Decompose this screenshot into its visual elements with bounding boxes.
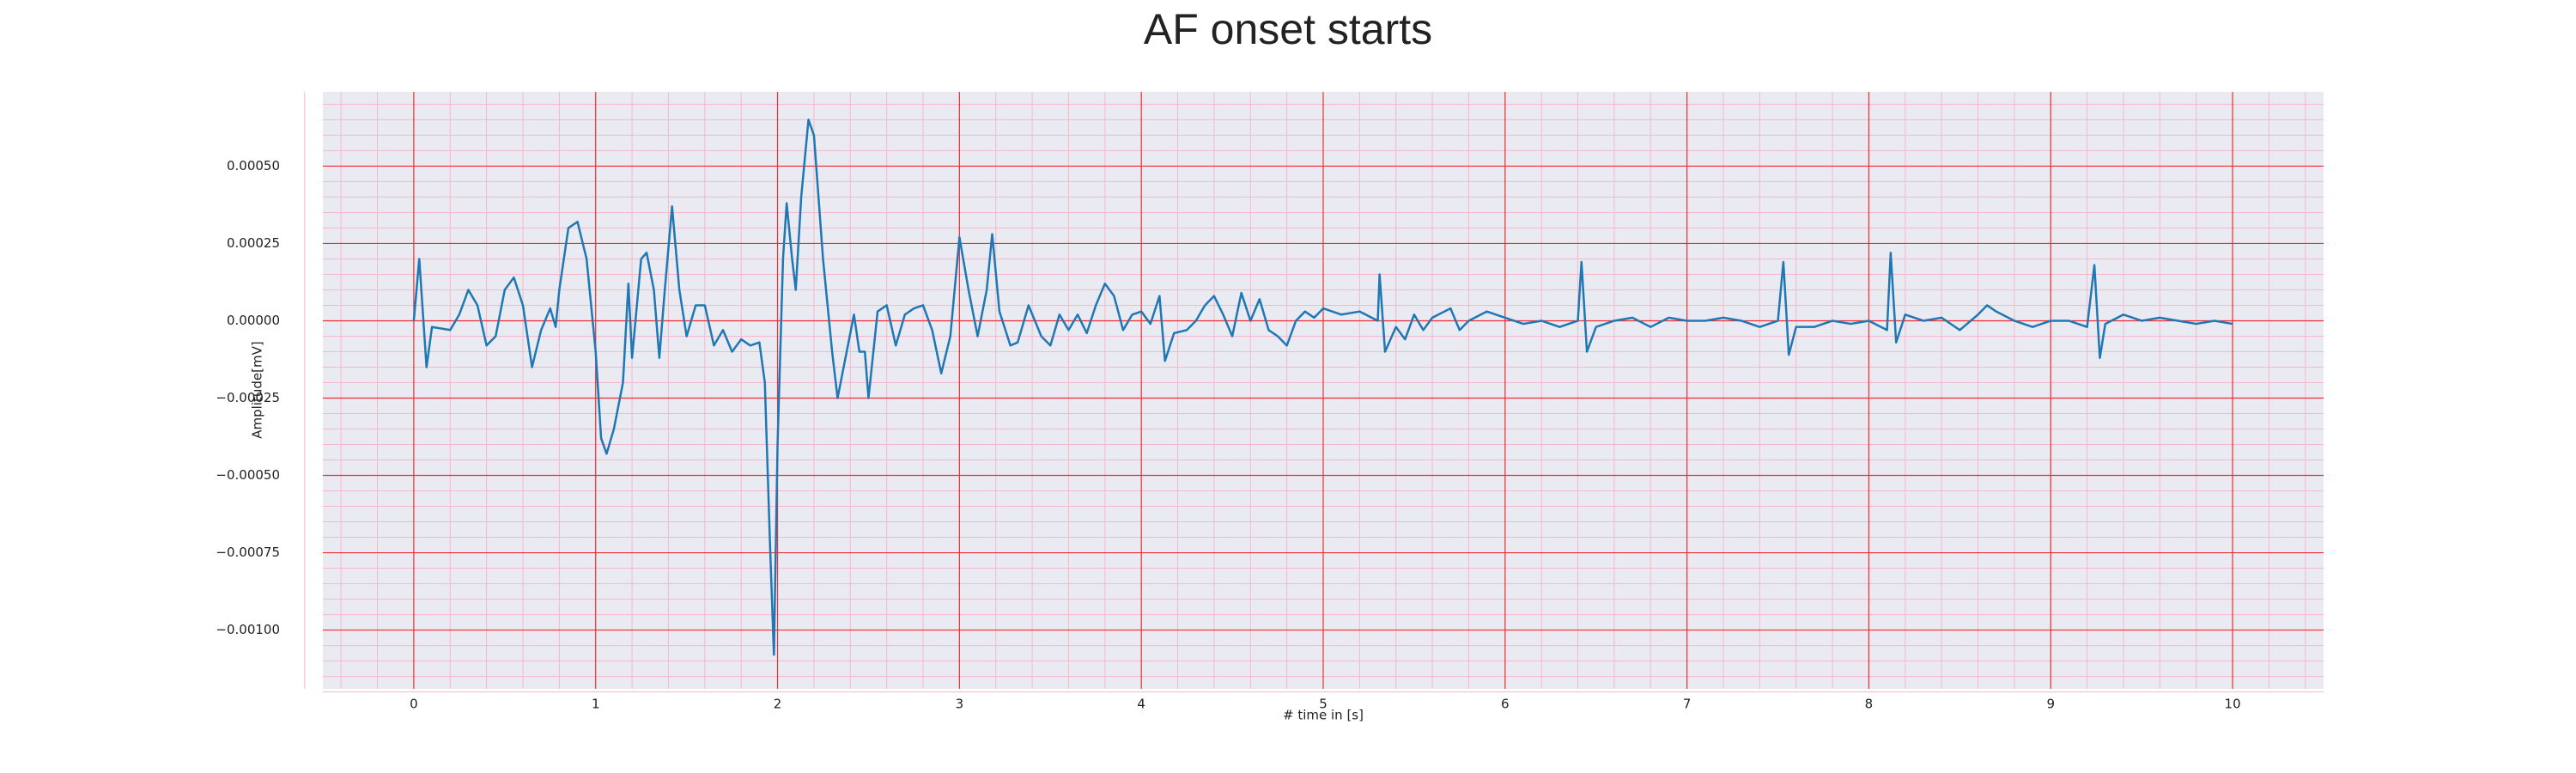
x-tick-label: 6 [1501,697,1510,712]
x-tick-label: 8 [1865,697,1874,712]
y-tick-label: 0.00000 [227,313,280,328]
x-tick-label: 10 [2225,697,2241,712]
x-tick-label: 0 [410,697,418,712]
y-axis-label: Amplitude[mV] [250,341,265,438]
x-tick-label: 3 [956,697,964,712]
x-tick-label: 9 [2046,697,2055,712]
x-tick-label: 5 [1319,697,1327,712]
x-tick-label: 2 [774,697,782,712]
y-tick-label: −0.00075 [216,545,280,560]
x-tick-label: 7 [1683,697,1692,712]
y-tick-label: −0.00050 [216,467,280,483]
signal-line [412,119,2233,656]
x-axis-label: # time in [s] [1283,708,1364,723]
y-tick-label: 0.00025 [227,235,280,251]
chart-title: AF onset starts [1144,5,1432,53]
x-tick-label: 4 [1137,697,1145,712]
y-tick-label: −0.00025 [216,390,280,405]
x-tick-label: 1 [592,697,600,712]
y-tick-label: −0.00100 [216,622,280,637]
y-tick-label: 0.00050 [227,158,280,173]
